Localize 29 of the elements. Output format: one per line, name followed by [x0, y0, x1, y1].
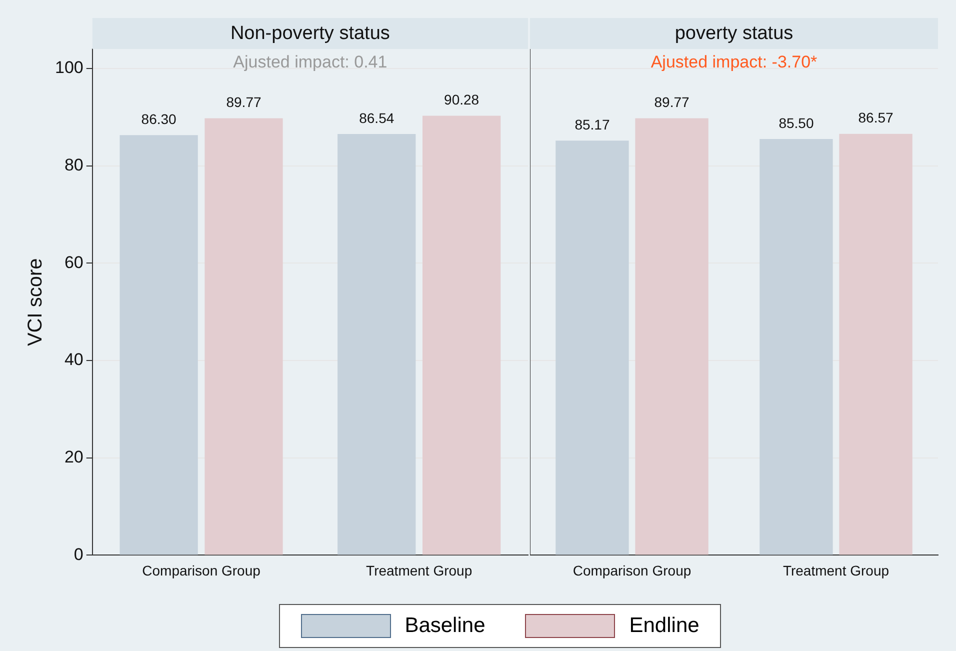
bar: [120, 135, 198, 555]
data-label: 86.30: [141, 111, 177, 128]
legend-label: Baseline: [404, 614, 486, 638]
x-tick-label: Treatment Group: [782, 562, 890, 578]
data-label: 90.28: [444, 92, 480, 108]
bar: [204, 118, 283, 555]
y-tick-label: 100: [54, 58, 84, 78]
data-label: 85.50: [778, 114, 814, 131]
data-label: 85.17: [574, 116, 610, 133]
y-tick-label: 20: [64, 448, 84, 467]
bar: [338, 134, 416, 555]
annotation: Ajusted impact: 0.41: [233, 52, 388, 72]
y-tick-label: 80: [64, 156, 84, 175]
x-tick-label: Treatment Group: [366, 562, 472, 578]
y-axis-title: VCI score: [24, 258, 47, 346]
chart-title: Non-poverty status: [230, 23, 390, 44]
data-label: 86.57: [858, 110, 894, 126]
bar: [422, 116, 501, 555]
y-tick-label: 0: [74, 544, 84, 564]
data-label: 86.54: [359, 110, 394, 126]
y-tick-label: 40: [64, 350, 84, 370]
x-tick-label: Comparison Group: [572, 562, 692, 578]
data-label: 89.77: [654, 94, 690, 110]
y-tick-label: 60: [64, 252, 84, 272]
x-tick-label: Comparison Group: [142, 562, 261, 578]
data-label: 89.77: [226, 94, 262, 110]
legend-label: Endline: [629, 614, 700, 638]
annotation: Ajusted impact: -3.70*: [650, 52, 818, 72]
chart-title: poverty status: [674, 23, 794, 44]
